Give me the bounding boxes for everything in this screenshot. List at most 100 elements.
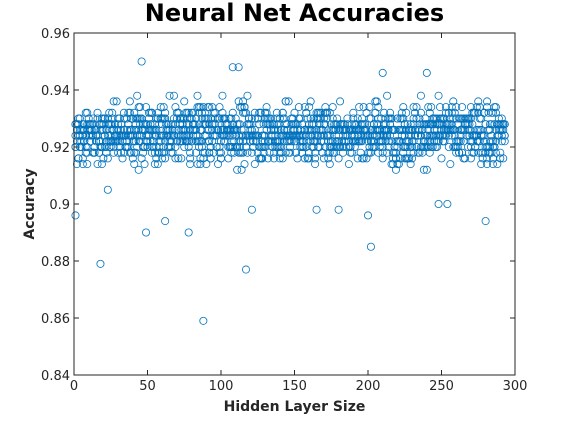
data-point	[275, 154, 284, 163]
data-point	[363, 137, 372, 146]
data-point	[291, 148, 300, 157]
data-point	[465, 120, 474, 129]
data-point	[325, 148, 334, 157]
data-point	[237, 125, 246, 134]
data-point	[450, 108, 459, 117]
data-point	[447, 108, 456, 117]
data-point	[269, 154, 278, 163]
x-tick-label: 100	[209, 379, 234, 394]
data-point	[378, 68, 387, 77]
y-tick-label: 0.96	[41, 27, 70, 42]
data-point	[161, 154, 170, 163]
data-point	[136, 103, 145, 112]
data-point	[139, 148, 148, 157]
data-point	[380, 108, 389, 117]
data-point	[78, 160, 87, 169]
data-point	[427, 103, 436, 112]
chart-title: Neural Net Accuracies	[145, 0, 444, 27]
data-point	[436, 103, 445, 112]
data-point	[319, 131, 328, 140]
data-point	[203, 125, 212, 134]
data-point	[77, 137, 86, 146]
data-point	[125, 97, 134, 106]
y-tick-label: 0.92	[41, 141, 70, 156]
data-point	[441, 108, 450, 117]
data-point	[312, 205, 321, 214]
data-point	[500, 131, 509, 140]
data-point	[247, 205, 256, 214]
axis-ticks: 0 50 100 150 200 250 300 0.84 0.86 0.88 0.9 0.92 0.9…	[41, 27, 527, 394]
data-point	[186, 160, 195, 169]
data-point	[300, 154, 309, 163]
data-point	[374, 103, 383, 112]
data-point	[311, 160, 320, 169]
data-point	[112, 97, 121, 106]
data-point	[83, 108, 92, 117]
data-point	[83, 160, 92, 169]
x-tick-label: 0	[70, 379, 78, 394]
data-point	[131, 137, 140, 146]
y-axis-label: Accuracy	[22, 168, 38, 239]
data-point	[71, 142, 80, 151]
data-point	[294, 103, 303, 112]
data-point	[96, 259, 105, 268]
data-point	[108, 120, 117, 129]
data-point	[147, 108, 156, 117]
data-point	[393, 114, 402, 123]
data-point	[434, 91, 443, 100]
data-point	[190, 120, 199, 129]
data-point	[455, 148, 464, 157]
data-point	[474, 97, 483, 106]
data-point	[286, 142, 295, 151]
data-point	[100, 131, 109, 140]
data-point	[171, 154, 180, 163]
data-point	[286, 148, 295, 157]
data-point	[156, 103, 165, 112]
data-point	[305, 103, 314, 112]
data-point	[471, 108, 480, 117]
x-tick-label: 150	[282, 379, 307, 394]
data-point	[258, 154, 267, 163]
data-point	[109, 97, 118, 106]
y-tick-label: 0.94	[41, 84, 70, 99]
data-point	[278, 108, 287, 117]
data-point	[93, 160, 102, 169]
data-point	[153, 160, 162, 169]
data-point	[409, 103, 418, 112]
data-point	[409, 114, 418, 123]
data-point	[491, 103, 500, 112]
data-point	[228, 63, 237, 72]
data-point	[452, 148, 461, 157]
data-point	[406, 160, 415, 169]
data-point	[133, 91, 142, 100]
data-point	[250, 114, 259, 123]
data-point	[477, 160, 486, 169]
data-point	[214, 125, 223, 134]
data-point	[177, 154, 186, 163]
data-point	[386, 108, 395, 117]
data-point	[239, 97, 248, 106]
data-point	[159, 103, 168, 112]
data-point	[130, 160, 139, 169]
data-point	[259, 148, 268, 157]
data-point	[456, 137, 465, 146]
data-point	[142, 228, 151, 237]
data-point	[186, 148, 195, 157]
data-point	[408, 154, 417, 163]
data-point	[241, 265, 250, 274]
data-point	[234, 63, 243, 72]
data-point	[334, 154, 343, 163]
data-point	[140, 160, 149, 169]
data-point	[422, 165, 431, 174]
data-point	[218, 91, 227, 100]
data-point	[93, 108, 102, 117]
data-point	[378, 154, 387, 163]
data-point	[458, 103, 467, 112]
data-point	[419, 165, 428, 174]
data-point	[71, 211, 80, 220]
data-point	[491, 148, 500, 157]
data-point	[328, 103, 337, 112]
data-point	[137, 57, 146, 66]
data-point	[92, 137, 101, 146]
